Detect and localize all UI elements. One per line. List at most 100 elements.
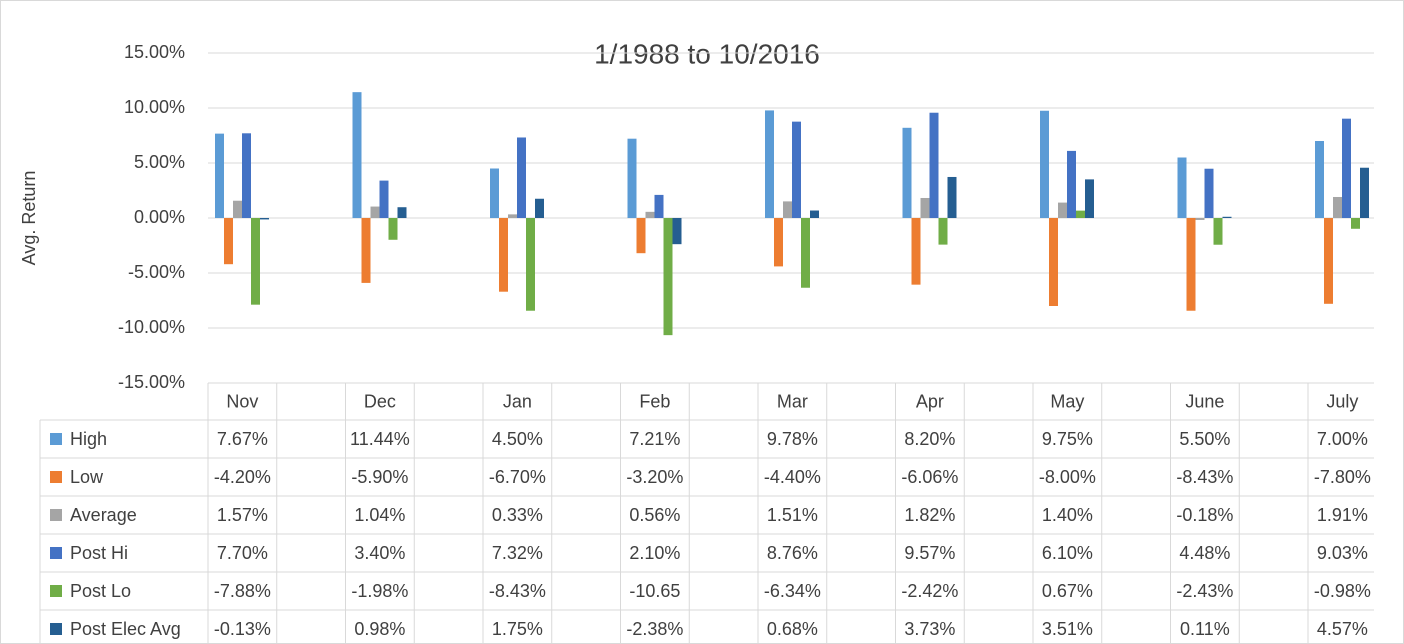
table-value: -8.00% xyxy=(1039,467,1096,487)
bar xyxy=(947,176,957,218)
bar xyxy=(1076,210,1085,218)
y-tick-label: -5.00% xyxy=(128,262,185,282)
bar xyxy=(1222,216,1232,218)
bar xyxy=(233,200,242,218)
table-value: 9.03% xyxy=(1317,543,1368,563)
bar xyxy=(1324,218,1333,304)
bar xyxy=(397,207,407,218)
bar xyxy=(215,133,224,218)
legend-swatch xyxy=(50,509,62,521)
bar xyxy=(654,194,664,218)
table-value: 8.76% xyxy=(767,543,818,563)
bar xyxy=(627,138,637,218)
x-tick-label: Dec xyxy=(364,391,396,411)
table-value: 11.44% xyxy=(350,429,410,449)
bar xyxy=(1067,150,1076,218)
legend-label: Low xyxy=(70,467,104,487)
bar xyxy=(535,198,544,218)
bar xyxy=(352,92,362,218)
table-value: 0.33% xyxy=(492,505,543,525)
bar xyxy=(1040,110,1049,218)
bar xyxy=(1204,168,1214,218)
bar xyxy=(388,218,398,240)
table-value: -0.98% xyxy=(1314,581,1371,601)
table-value: 0.67% xyxy=(1042,581,1093,601)
table-value: 0.56% xyxy=(629,505,680,525)
bar xyxy=(224,218,233,265)
x-tick-label: Feb xyxy=(639,391,670,411)
table-value: 4.50% xyxy=(492,429,543,449)
table-value: 3.73% xyxy=(904,619,955,639)
bar xyxy=(251,218,260,305)
table-value: 8.20% xyxy=(904,429,955,449)
table-value: 0.68% xyxy=(767,619,818,639)
table-value: 1.51% xyxy=(767,505,818,525)
bar xyxy=(810,210,819,218)
table-value: -0.18% xyxy=(1176,505,1233,525)
legend-swatch xyxy=(50,623,62,635)
bar xyxy=(517,137,526,218)
legend-swatch xyxy=(50,547,62,559)
bar xyxy=(645,211,655,218)
table-value: -3.20% xyxy=(626,467,683,487)
bar xyxy=(663,218,673,336)
legend-swatch xyxy=(50,471,62,483)
y-tick-label: 5.00% xyxy=(134,152,185,172)
table-value: -6.34% xyxy=(764,581,821,601)
bar xyxy=(1186,218,1196,311)
x-tick-label: July xyxy=(1326,391,1358,411)
table-value: 1.04% xyxy=(354,505,405,525)
table-value: -5.90% xyxy=(351,467,408,487)
bar xyxy=(370,206,380,218)
bar xyxy=(1195,218,1205,220)
table-value: 4.48% xyxy=(1179,543,1230,563)
bar xyxy=(920,197,930,218)
bar xyxy=(801,218,810,288)
table-value: 2.10% xyxy=(629,543,680,563)
table-value: 1.82% xyxy=(904,505,955,525)
bar xyxy=(1177,157,1187,218)
table-value: -7.80% xyxy=(1314,467,1371,487)
y-tick-label: -15.00% xyxy=(118,372,185,392)
table-value: 7.00% xyxy=(1317,429,1368,449)
bar xyxy=(1342,118,1351,218)
y-tick-label: 15.00% xyxy=(124,42,185,62)
bar xyxy=(1049,218,1058,306)
table-value: 4.57% xyxy=(1317,619,1368,639)
table-value: 9.75% xyxy=(1042,429,1093,449)
table-value: 0.11% xyxy=(1180,619,1230,639)
x-tick-label: Jan xyxy=(503,391,532,411)
table-value: 1.40% xyxy=(1042,505,1093,525)
bar xyxy=(911,218,921,285)
bar xyxy=(765,110,774,218)
x-tick-label: May xyxy=(1050,391,1084,411)
bar xyxy=(379,180,389,218)
y-tick-label: 10.00% xyxy=(124,97,185,117)
legend-label: High xyxy=(70,429,107,449)
table-value: 3.40% xyxy=(354,543,405,563)
table-value: 7.67% xyxy=(217,429,268,449)
bar xyxy=(902,127,912,218)
x-tick-label: Mar xyxy=(777,391,808,411)
table-value: 1.57% xyxy=(217,505,268,525)
bar xyxy=(1351,218,1360,229)
bar xyxy=(499,218,508,292)
legend-label: Average xyxy=(70,505,137,525)
table-value: -7.88% xyxy=(214,581,271,601)
table-value: -2.43% xyxy=(1176,581,1233,601)
bar xyxy=(792,121,801,218)
bar xyxy=(929,112,939,218)
plot-area: Nov 7.67% -4.20% 1.57% 7.70% -7.88% -0.13% Dec 1… xyxy=(207,52,1374,644)
x-tick-label: June xyxy=(1185,391,1224,411)
table-value: -6.70% xyxy=(489,467,546,487)
x-tick-label: Nov xyxy=(226,391,258,411)
bar xyxy=(1058,202,1067,218)
bar xyxy=(774,218,783,267)
table-value: -4.40% xyxy=(764,467,821,487)
table-value: 3.51% xyxy=(1042,619,1093,639)
chart-title: 1/1988 to 10/2016 xyxy=(594,38,820,69)
legend-label: Post Elec Avg xyxy=(70,619,181,639)
bar xyxy=(490,168,499,218)
table-value: 5.50% xyxy=(1179,429,1230,449)
bar xyxy=(242,133,251,218)
